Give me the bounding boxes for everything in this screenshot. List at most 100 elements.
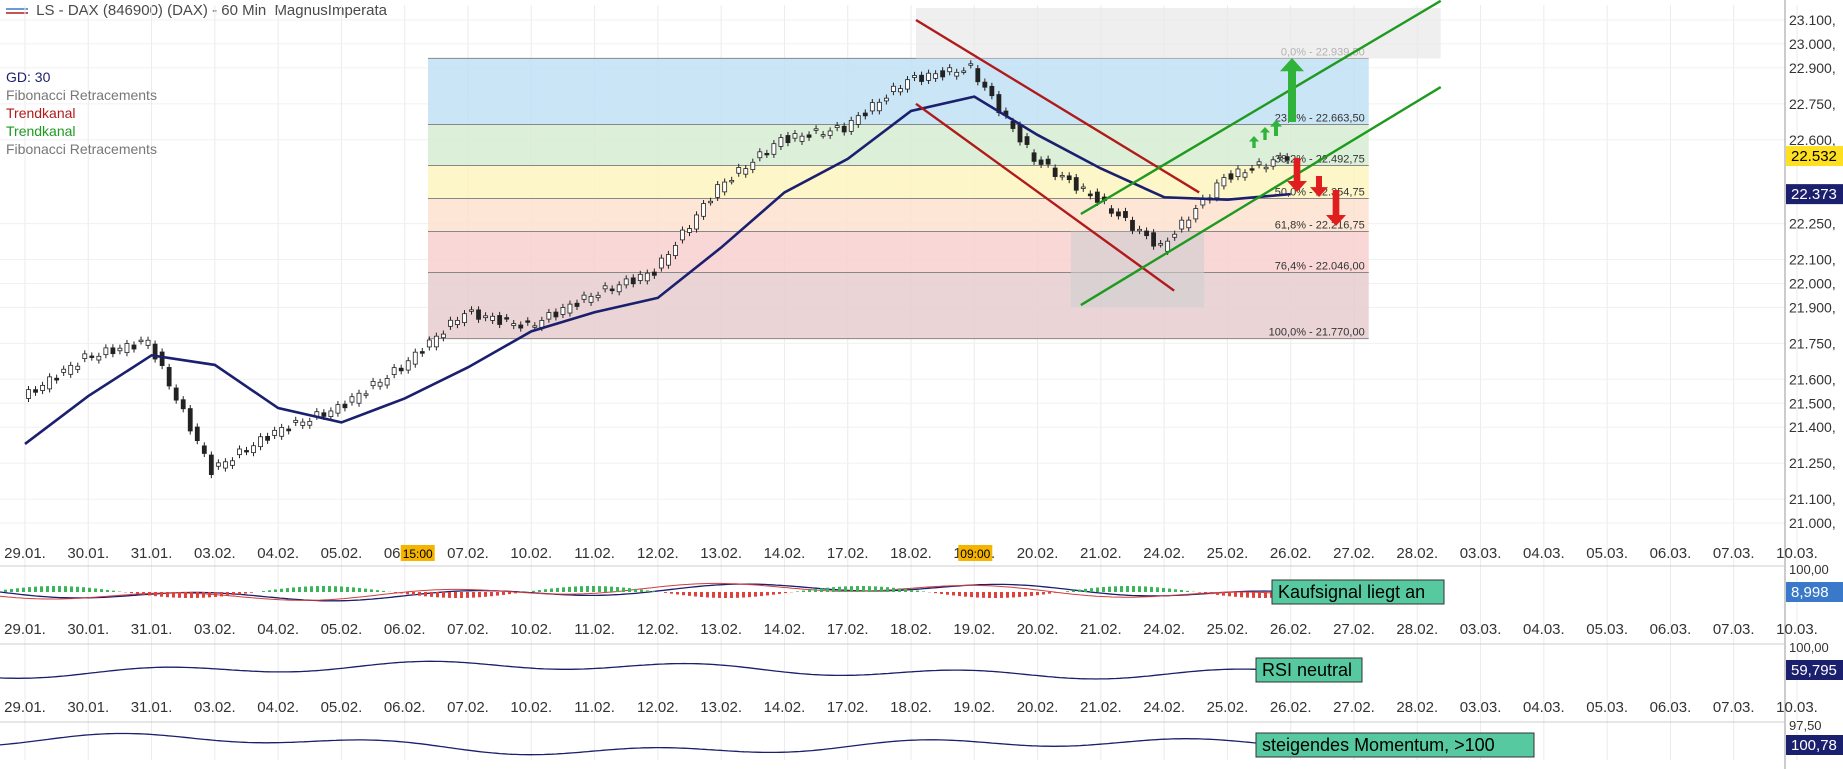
candle-body	[159, 351, 165, 366]
histogram-bar	[148, 592, 151, 596]
candle-body	[68, 364, 74, 375]
annotation-label: steigendes Momentum, >100	[1262, 735, 1495, 755]
histogram-bar	[1048, 592, 1051, 594]
histogram-bar	[1102, 587, 1105, 592]
histogram-bar	[1012, 592, 1015, 598]
candle-body	[834, 125, 840, 128]
candle-body	[61, 368, 67, 373]
legend-item[interactable]: Trendkanal	[6, 123, 76, 139]
candle-body	[89, 355, 95, 358]
candle-body	[419, 351, 425, 354]
histogram-bar	[250, 592, 253, 593]
x-tick-label: 19.02.	[953, 621, 995, 638]
x-tick-label: 25.02.	[1207, 699, 1249, 716]
histogram-bar	[748, 592, 751, 598]
histogram-bar	[682, 592, 685, 596]
x-tick-label: 14.02.	[764, 545, 806, 562]
histogram-bar	[28, 587, 31, 592]
histogram-bar	[982, 592, 985, 598]
x-tick-label: 29.01.	[4, 699, 46, 716]
x-tick-label: 04.02.	[257, 545, 299, 562]
candle-body	[848, 120, 854, 132]
histogram-bar	[286, 588, 289, 592]
histogram-bar	[1240, 592, 1243, 598]
y-tick-label: 22.750,	[1789, 96, 1836, 112]
x-tick-label: 12.02.	[637, 621, 679, 638]
up-arrow-icon	[1270, 120, 1282, 136]
x-tick-label: 07.03.	[1713, 545, 1755, 562]
candle-body	[321, 412, 327, 417]
down-arrow-icon	[1310, 176, 1328, 197]
candle-body	[433, 335, 439, 348]
histogram-bar	[616, 587, 619, 592]
histogram-bar	[220, 592, 223, 597]
sma-line	[24, 95, 1291, 446]
x-tick-label: 07.02.	[447, 699, 489, 716]
histogram-bar	[724, 592, 727, 598]
histogram-bar	[622, 587, 625, 592]
candle-body	[658, 257, 664, 269]
histogram-bar	[352, 587, 355, 592]
histogram-bar	[292, 587, 295, 592]
candle-body	[630, 277, 636, 285]
candle-body	[1179, 219, 1185, 230]
legend-item[interactable]: Fibonacci Retracements	[6, 87, 157, 103]
legend-item[interactable]: Trendkanal	[6, 105, 76, 121]
candle-body	[708, 200, 713, 204]
histogram-bar	[1108, 586, 1111, 592]
x-tick-label: 21.02.	[1080, 621, 1122, 638]
y-tick-label: 21.900,	[1789, 299, 1836, 315]
candle-body	[426, 339, 432, 348]
candle-body	[1109, 208, 1114, 214]
trend-channel-line	[915, 18, 1200, 194]
histogram-bar	[574, 586, 577, 592]
histogram-bar	[328, 586, 331, 592]
histogram-bar	[274, 589, 277, 592]
candle-body	[1080, 186, 1086, 189]
y-tick-label: 22.600,	[1789, 132, 1836, 148]
candle-body	[736, 167, 742, 174]
candle-body	[47, 376, 53, 390]
x-tick-label: 28.02.	[1396, 545, 1438, 562]
candle-body	[1045, 158, 1051, 165]
candle-body	[1017, 124, 1023, 143]
x-tick-label: 13.02.	[700, 699, 742, 716]
candle-body	[215, 462, 221, 467]
histogram-bar	[1000, 592, 1003, 598]
indicator-value-box	[1786, 582, 1843, 602]
histogram-bar	[934, 592, 937, 594]
candle-body	[265, 436, 270, 441]
price-label-box	[1786, 146, 1843, 167]
histogram-bar	[550, 588, 553, 592]
histogram-bar	[280, 588, 283, 592]
candle-body	[926, 72, 931, 81]
candle-body	[279, 427, 285, 437]
legend-item[interactable]: GD: 30	[6, 69, 51, 85]
y-tick-label: 21.500,	[1789, 395, 1836, 411]
up-arrow-icon	[1260, 127, 1270, 140]
candle-body	[947, 67, 953, 73]
x-tick-label: 31.01.	[131, 621, 173, 638]
histogram-bar	[844, 586, 847, 592]
candle-body	[1193, 208, 1199, 220]
candle-body	[440, 333, 446, 339]
chart-legend: GD: 30 Fibonacci Retracements Trendkanal Tr…	[6, 68, 157, 158]
histogram-bar	[706, 592, 709, 598]
histogram-bar	[34, 586, 37, 592]
histogram-bar	[1258, 592, 1261, 598]
histogram-bar	[1090, 588, 1093, 592]
x-tick-label: 10.02.	[510, 699, 552, 716]
histogram-bar	[376, 590, 379, 592]
fib-zone	[428, 124, 1369, 166]
candle-body	[103, 347, 109, 356]
candle-body	[820, 134, 826, 137]
legend-item[interactable]: Fibonacci Retracements	[6, 141, 157, 157]
histogram-bar	[1114, 586, 1117, 592]
candle-body	[715, 184, 721, 198]
candle-body	[1277, 155, 1283, 159]
x-tick-label: 20.02.	[1017, 545, 1059, 562]
histogram-bar	[904, 589, 907, 592]
candle-body	[1186, 219, 1192, 229]
histogram-bar	[142, 592, 145, 595]
